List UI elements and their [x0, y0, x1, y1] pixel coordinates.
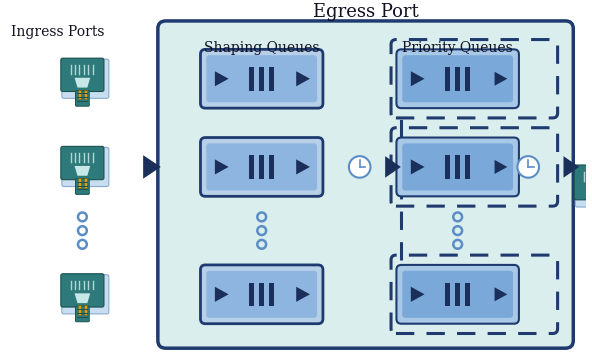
Polygon shape [385, 156, 401, 178]
Bar [84, 90, 87, 99]
Bar [455, 155, 460, 179]
Bar [78, 305, 81, 315]
Text: Ingress Ports: Ingress Ports [11, 25, 104, 39]
Bar [455, 282, 460, 306]
Bar [78, 90, 81, 99]
FancyBboxPatch shape [76, 91, 89, 106]
Bar [465, 155, 470, 179]
FancyBboxPatch shape [397, 137, 519, 196]
Polygon shape [75, 293, 90, 303]
Polygon shape [494, 160, 507, 174]
Polygon shape [494, 287, 507, 301]
Polygon shape [588, 185, 592, 196]
FancyBboxPatch shape [76, 179, 89, 194]
Polygon shape [411, 159, 424, 174]
Bar [445, 67, 451, 91]
Circle shape [349, 156, 371, 178]
Bar [84, 305, 87, 315]
Polygon shape [411, 71, 424, 86]
Polygon shape [215, 287, 229, 302]
Polygon shape [411, 287, 424, 302]
Polygon shape [494, 72, 507, 86]
FancyBboxPatch shape [403, 55, 513, 102]
Bar [445, 282, 451, 306]
FancyBboxPatch shape [62, 275, 109, 314]
FancyBboxPatch shape [158, 21, 573, 348]
FancyBboxPatch shape [397, 265, 519, 324]
Polygon shape [215, 159, 229, 174]
Polygon shape [143, 155, 161, 179]
Text: Shaping Queues: Shaping Queues [204, 40, 320, 54]
Bar [455, 67, 460, 91]
FancyBboxPatch shape [201, 49, 323, 108]
FancyBboxPatch shape [403, 271, 513, 318]
FancyBboxPatch shape [590, 199, 592, 215]
FancyBboxPatch shape [403, 144, 513, 190]
Polygon shape [215, 71, 229, 86]
Bar [249, 155, 255, 179]
FancyBboxPatch shape [207, 144, 317, 190]
Polygon shape [564, 156, 579, 178]
Bar [259, 67, 264, 91]
FancyBboxPatch shape [62, 147, 109, 187]
Polygon shape [75, 78, 90, 88]
FancyBboxPatch shape [201, 265, 323, 324]
FancyBboxPatch shape [574, 165, 592, 200]
Bar [445, 155, 451, 179]
Bar [259, 282, 264, 306]
Polygon shape [296, 287, 310, 302]
Text: Priority Queues: Priority Queues [403, 40, 513, 54]
Bar [269, 67, 274, 91]
FancyBboxPatch shape [207, 55, 317, 102]
FancyBboxPatch shape [61, 58, 104, 92]
Bar [249, 282, 255, 306]
Polygon shape [296, 159, 310, 174]
Bar [84, 178, 87, 188]
FancyBboxPatch shape [397, 49, 519, 108]
FancyBboxPatch shape [61, 146, 104, 180]
Bar [249, 67, 255, 91]
Bar [465, 282, 470, 306]
Bar [259, 155, 264, 179]
Polygon shape [296, 71, 310, 86]
Bar [269, 155, 274, 179]
FancyBboxPatch shape [76, 306, 89, 322]
FancyBboxPatch shape [575, 166, 592, 207]
FancyBboxPatch shape [201, 137, 323, 196]
Bar [78, 178, 81, 188]
Polygon shape [75, 166, 90, 176]
FancyBboxPatch shape [207, 271, 317, 318]
Bar [465, 67, 470, 91]
FancyBboxPatch shape [62, 59, 109, 98]
Circle shape [517, 156, 539, 178]
Text: Egress Port: Egress Port [313, 3, 419, 21]
FancyBboxPatch shape [61, 274, 104, 307]
Bar [269, 282, 274, 306]
